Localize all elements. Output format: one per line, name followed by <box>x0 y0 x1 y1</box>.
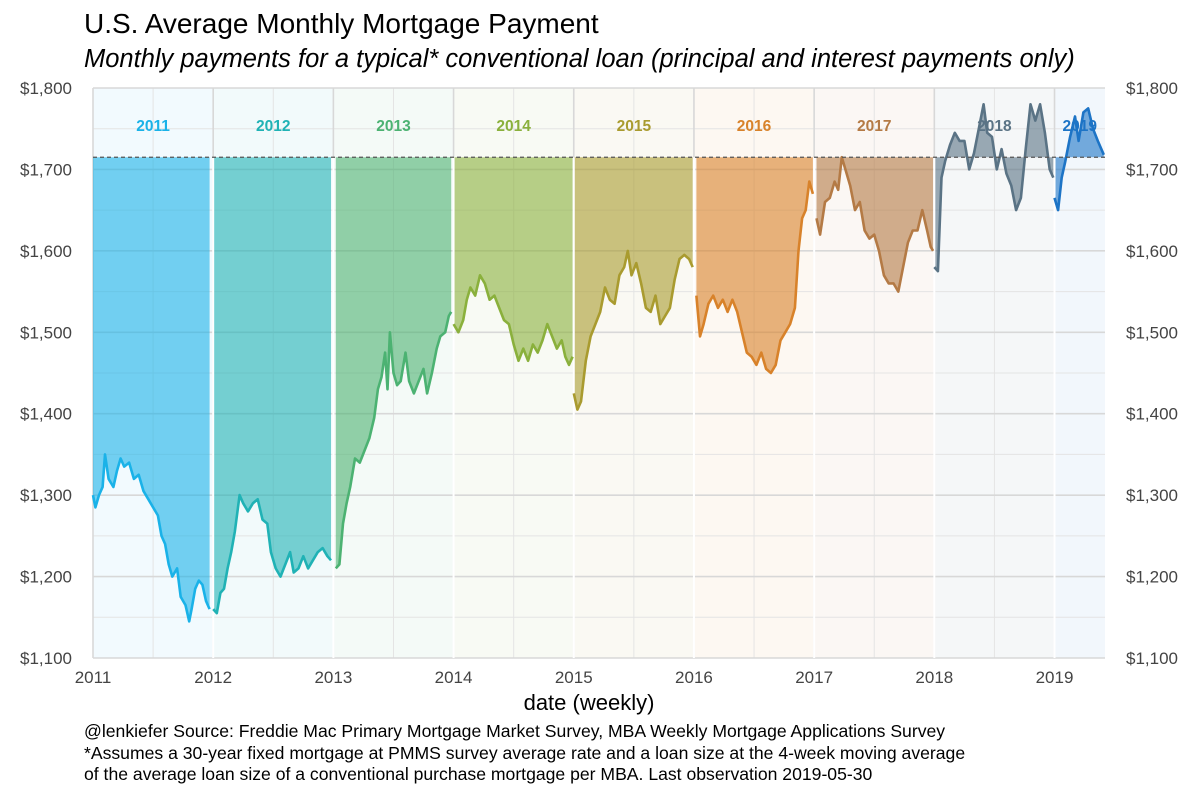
series-line-2012 <box>212 493 332 615</box>
y-tick-label-right: $1,300 <box>1126 486 1178 505</box>
year-label-2015: 2015 <box>617 118 652 135</box>
series-line-2018 <box>933 103 1055 273</box>
year-label-2013: 2013 <box>376 118 411 135</box>
x-tick-label: 2014 <box>435 668 473 687</box>
area-fill-2015 <box>573 157 693 410</box>
series-line-2019 <box>1053 107 1105 212</box>
y-tick-label-left: $1,700 <box>20 160 72 179</box>
x-tick-label: 2011 <box>75 668 112 687</box>
series-line-2016 <box>695 180 815 375</box>
y-tick-label-left: $1,400 <box>20 405 72 424</box>
area-fill-2019 <box>1054 108 1104 211</box>
y-tick-label-left: $1,500 <box>20 323 72 342</box>
area-fill-2011 <box>93 157 210 622</box>
x-tick-label: 2013 <box>314 668 352 687</box>
x-tick-label: 2015 <box>555 668 593 687</box>
series-line-2014 <box>452 274 574 367</box>
x-tick-label: 2016 <box>675 668 713 687</box>
x-tick-label: 2017 <box>795 668 833 687</box>
caption-line-source: @lenkiefer Source: Freddie Mac Primary M… <box>84 721 946 741</box>
y-tick-label-right: $1,500 <box>1126 323 1178 342</box>
area-fill-2016 <box>696 157 813 373</box>
x-tick-label: 2019 <box>1036 668 1074 687</box>
year-label-2014: 2014 <box>496 118 531 135</box>
y-tick-label-left: $1,100 <box>20 649 72 668</box>
y-tick-label-right: $1,700 <box>1126 160 1178 179</box>
x-tick-label: 2018 <box>915 668 953 687</box>
series-line-2015 <box>572 249 694 411</box>
caption-line-assumption-cont: of the average loan size of a convention… <box>84 764 873 784</box>
y-tick-label-right: $1,200 <box>1126 568 1178 587</box>
series-line-2011 <box>91 453 211 623</box>
y-tick-label-right: $1,800 <box>1126 79 1178 98</box>
chart-subtitle: Monthly payments for a typical* conventi… <box>84 45 1075 73</box>
caption-line-assumption: *Assumes a 30-year fixed mortgage at PMM… <box>84 742 966 763</box>
x-tick-label: 2012 <box>194 668 232 687</box>
y-tick-label-left: $1,800 <box>20 79 72 98</box>
year-label-2011: 2011 <box>136 118 170 135</box>
year-label-2018: 2018 <box>977 118 1012 135</box>
year-label-2012: 2012 <box>256 118 290 135</box>
chart-title: U.S. Average Monthly Mortgage Payment <box>84 8 599 39</box>
year-label-2016: 2016 <box>737 118 772 135</box>
y-tick-label-left: $1,300 <box>20 486 72 505</box>
x-axis-title: date (weekly) <box>524 690 655 715</box>
y-tick-label-right: $1,400 <box>1126 405 1178 424</box>
caption: @lenkiefer Source: Freddie Mac Primary M… <box>84 721 965 786</box>
series-line-2017 <box>815 155 935 293</box>
area-fill-2012 <box>213 157 331 614</box>
y-tick-label-left: $1,600 <box>20 242 72 261</box>
y-tick-label-left: $1,200 <box>20 568 72 587</box>
y-tick-label-right: $1,600 <box>1126 242 1178 261</box>
year-label-2019: 2019 <box>1063 118 1098 135</box>
series-line-2013 <box>334 311 453 570</box>
year-label-2017: 2017 <box>857 118 891 135</box>
y-tick-label-right: $1,100 <box>1126 649 1178 668</box>
area-fill-2014 <box>453 157 573 365</box>
